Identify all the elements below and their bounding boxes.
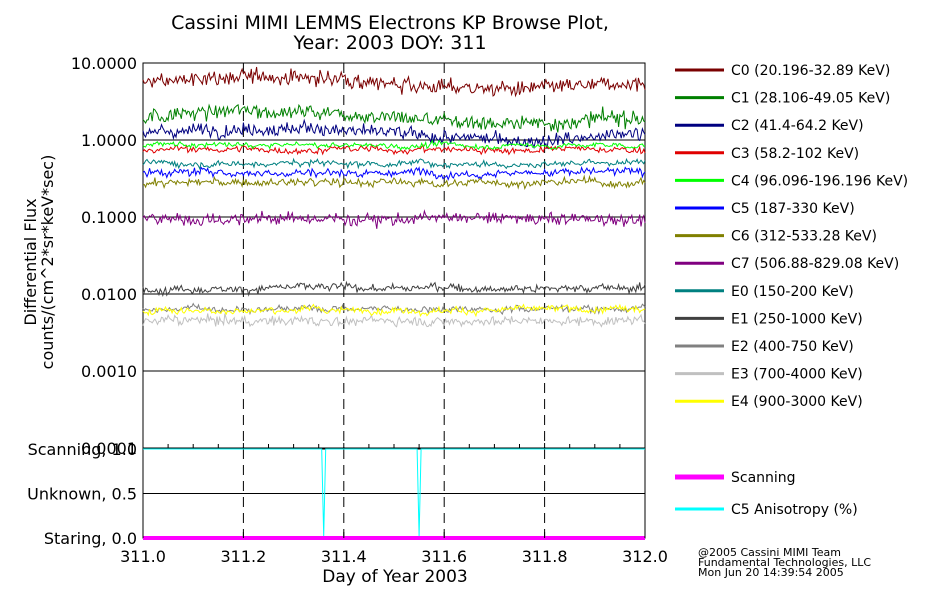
series-line-e1: [142, 280, 646, 298]
legend-label-c4: C4 (96.096-196.196 KeV): [731, 173, 908, 189]
x-tick-label: 311.0: [120, 547, 166, 566]
series-line-c5: [142, 165, 646, 181]
series-line-c7: [142, 209, 646, 229]
x-tick-label: 311.6: [421, 547, 467, 566]
credit-line3: Mon Jun 20 14:39:54 2005: [698, 566, 844, 579]
series-line-e2: [142, 302, 646, 316]
series-line-c2: [142, 118, 646, 150]
x-axis: 311.0 311.2 311.4 311.6 311.8 312.0: [120, 532, 668, 566]
legend-label-c0: C0 (20.196-32.89 KeV): [731, 63, 890, 79]
series-line-e3: [142, 313, 646, 328]
flux-y-tick-label: 0.0100: [81, 285, 137, 304]
legend-label-c5-anisotropy: C5 Anisotropy (%): [731, 502, 858, 518]
flux-y-tick-label: 10.0000: [71, 54, 137, 73]
series-line-e0: [142, 157, 646, 171]
series-line-c4: [142, 139, 646, 152]
legend-label-c7: C7 (506.88-829.08 KeV): [731, 256, 899, 272]
y-axis-label-line2: counts/(cm^2*sr*keV*sec): [38, 155, 57, 370]
legend-label-c3: C3 (58.2-102 KeV): [731, 146, 859, 162]
x-axis-label: Day of Year 2003: [322, 567, 467, 587]
y-axis-label: Differential Flux counts/(cm^2*sr*keV*se…: [21, 155, 57, 370]
legend-label-e0: E0 (150-200 KeV): [731, 284, 854, 300]
mode-panel: Scanning, 1.0 Unknown, 0.5 Staring, 0.0: [27, 440, 646, 548]
legend-label-c2: C2 (41.4-64.2 KeV): [731, 118, 864, 134]
legend-label-e2: E2 (400-750 KeV): [731, 339, 854, 355]
x-tick-label: 312.0: [622, 547, 668, 566]
series-line-c3: [142, 143, 646, 156]
flux-y-tick-label: 0.0010: [81, 362, 137, 381]
flux-y-tick-label: 1.0000: [81, 131, 137, 150]
series-line-c0: [142, 66, 646, 98]
legend-label-c6: C6 (312-533.28 KeV): [731, 229, 877, 245]
mode-y-tick-label: Staring, 0.0: [44, 529, 137, 548]
flux-panel: 10.0000 1.0000 0.1000 0.0100 0.0010 0.0001: [71, 54, 646, 458]
legend-label-e4: E4 (900-3000 KeV): [731, 394, 863, 410]
credit-line2: Fundamental Technologies, LLC: [698, 556, 871, 569]
series-line-c1: [142, 103, 646, 133]
y-axis-label-line1: Differential Flux: [21, 198, 40, 325]
chart-title-line1: Cassini MIMI LEMMS Electrons KP Browse P…: [171, 12, 609, 34]
legend-label-e1: E1 (250-1000 KeV): [731, 311, 863, 327]
series-line-e4: [142, 303, 646, 318]
flux-y-tick-label: 0.1000: [81, 208, 137, 227]
legend-label-c1: C1 (28.106-49.05 KeV): [731, 91, 890, 107]
legend-label-c5: C5 (187-330 KeV): [731, 201, 855, 217]
mode-y-tick-label: Scanning, 1.0: [28, 440, 137, 459]
legend-label-e3: E3 (700-4000 KeV): [731, 367, 863, 383]
credit-line1: @2005 Cassini MIMI Team: [698, 546, 841, 559]
x-tick-label: 311.8: [522, 547, 568, 566]
flux-y-tick-label: 0.0001: [81, 439, 137, 458]
x-tick-label: 311.2: [220, 547, 266, 566]
chart-title-line2: Year: 2003 DOY: 311: [292, 32, 486, 54]
mode-y-tick-label: Unknown, 0.5: [27, 485, 137, 504]
series-line-c6: [142, 174, 646, 191]
flux-panel-frame: [142, 62, 646, 449]
x-tick-label: 311.4: [321, 547, 367, 566]
legend: C0 (20.196-32.89 KeV) C1 (28.106-49.05 Ke…: [675, 63, 908, 518]
series-line-c5-anisotropy: [143, 448, 645, 537]
legend-label-scanning: Scanning: [731, 470, 796, 486]
